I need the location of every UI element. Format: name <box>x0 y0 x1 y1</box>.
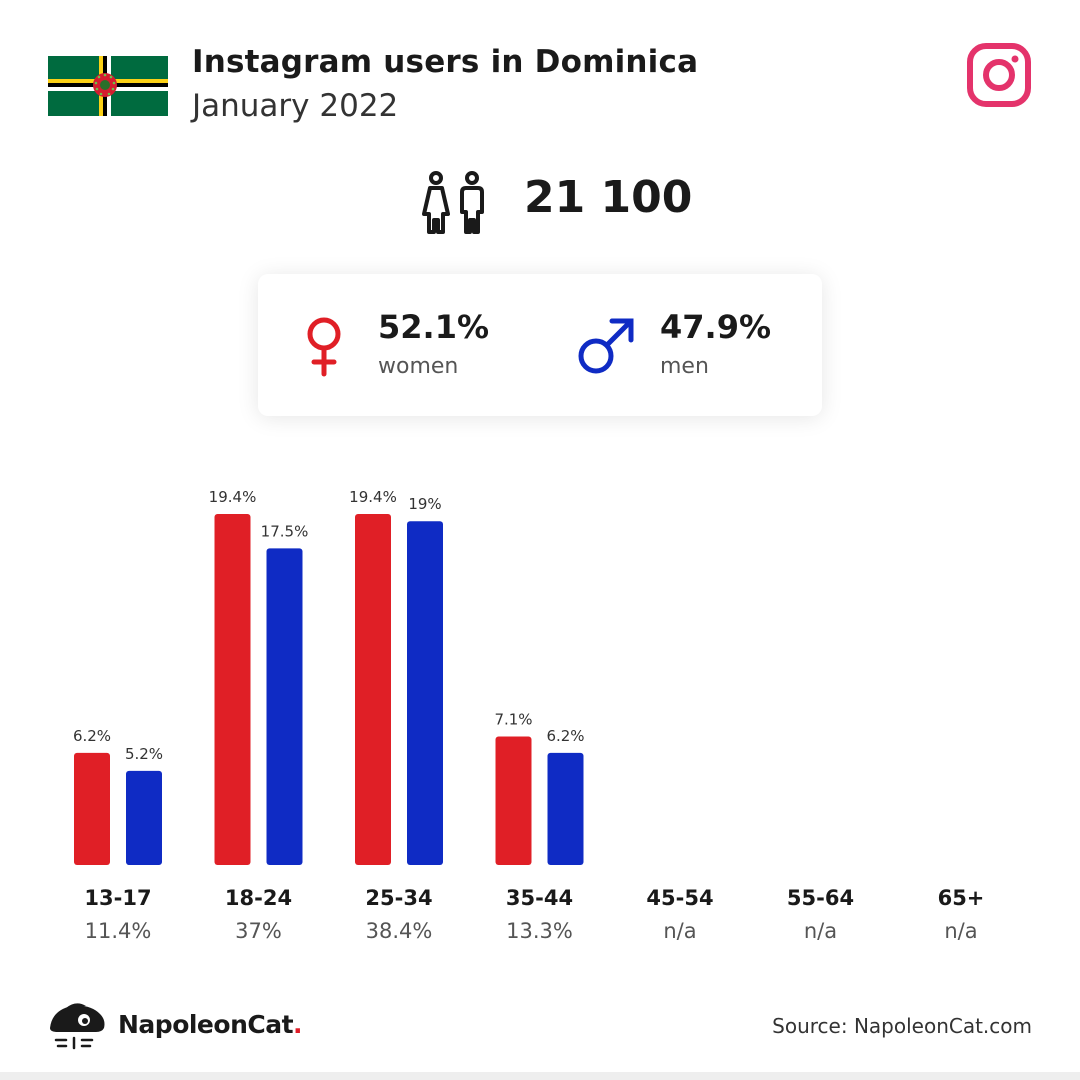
bar-value-label: 7.1% <box>494 711 532 729</box>
age-category-total: 11.4% <box>85 919 152 943</box>
bar-value-label: 19% <box>408 495 441 513</box>
bar-men-35-44 <box>547 752 584 865</box>
bar-value-label: 6.2% <box>73 727 111 745</box>
bar-men-18-24 <box>266 548 303 865</box>
brand-name-text: NapoleonCat <box>118 1010 294 1039</box>
dominica-flag <box>48 56 168 116</box>
bar-women-25-34 <box>355 514 391 865</box>
women-percent: 52.1% <box>378 308 490 346</box>
bar-value-label: 5.2% <box>125 745 163 763</box>
men-label: men <box>660 354 709 379</box>
age-category-label: 13-17 <box>84 886 151 910</box>
bar-men-25-34 <box>407 521 443 865</box>
users-icon <box>422 171 484 234</box>
bar-value-label: 6.2% <box>546 727 584 745</box>
age-category-label: 55-64 <box>787 886 854 910</box>
instagram-icon <box>967 43 1031 107</box>
age-category-label: 25-34 <box>365 886 432 910</box>
brand-dot: . <box>293 1010 303 1039</box>
age-category-total: 37% <box>235 919 282 943</box>
page-title: Instagram users in Dominica <box>192 44 699 80</box>
bar-women-35-44 <box>495 736 532 865</box>
bar-value-label: 19.4% <box>349 488 397 506</box>
age-category-label: 35-44 <box>506 886 573 910</box>
gender-card: 52.1% women 47.9% men <box>258 274 822 416</box>
age-category-total: 38.4% <box>366 919 433 943</box>
bar-value-label: 19.4% <box>209 488 257 506</box>
age-category-label: 45-54 <box>646 886 713 910</box>
male-icon <box>578 318 634 374</box>
men-percent: 47.9% <box>660 308 772 346</box>
bar-men-13-17 <box>126 770 162 865</box>
page-subtitle: January 2022 <box>192 88 399 124</box>
bar-value-label: 17.5% <box>261 522 309 540</box>
age-category-total: n/a <box>804 919 837 943</box>
age-gender-bar-chart: 6.2%5.2%13-1711.4%19.4%17.5%18-2437%19.4… <box>73 488 985 943</box>
female-icon <box>307 317 341 377</box>
total-users-count: 21 100 <box>524 172 693 223</box>
age-category-label: 18-24 <box>225 886 292 910</box>
source-text: Source: NapoleonCat.com <box>772 1014 1032 1038</box>
bar-women-13-17 <box>74 752 110 865</box>
bar-women-18-24 <box>214 514 251 865</box>
age-category-total: n/a <box>663 919 696 943</box>
women-label: women <box>378 354 459 379</box>
age-category-label: 65+ <box>938 886 985 910</box>
napoleoncat-logo <box>50 1003 105 1050</box>
age-category-total: n/a <box>944 919 977 943</box>
brand-name: NapoleonCat. <box>118 1010 303 1039</box>
age-category-total: 13.3% <box>506 919 573 943</box>
bottom-strip <box>0 1072 1080 1080</box>
